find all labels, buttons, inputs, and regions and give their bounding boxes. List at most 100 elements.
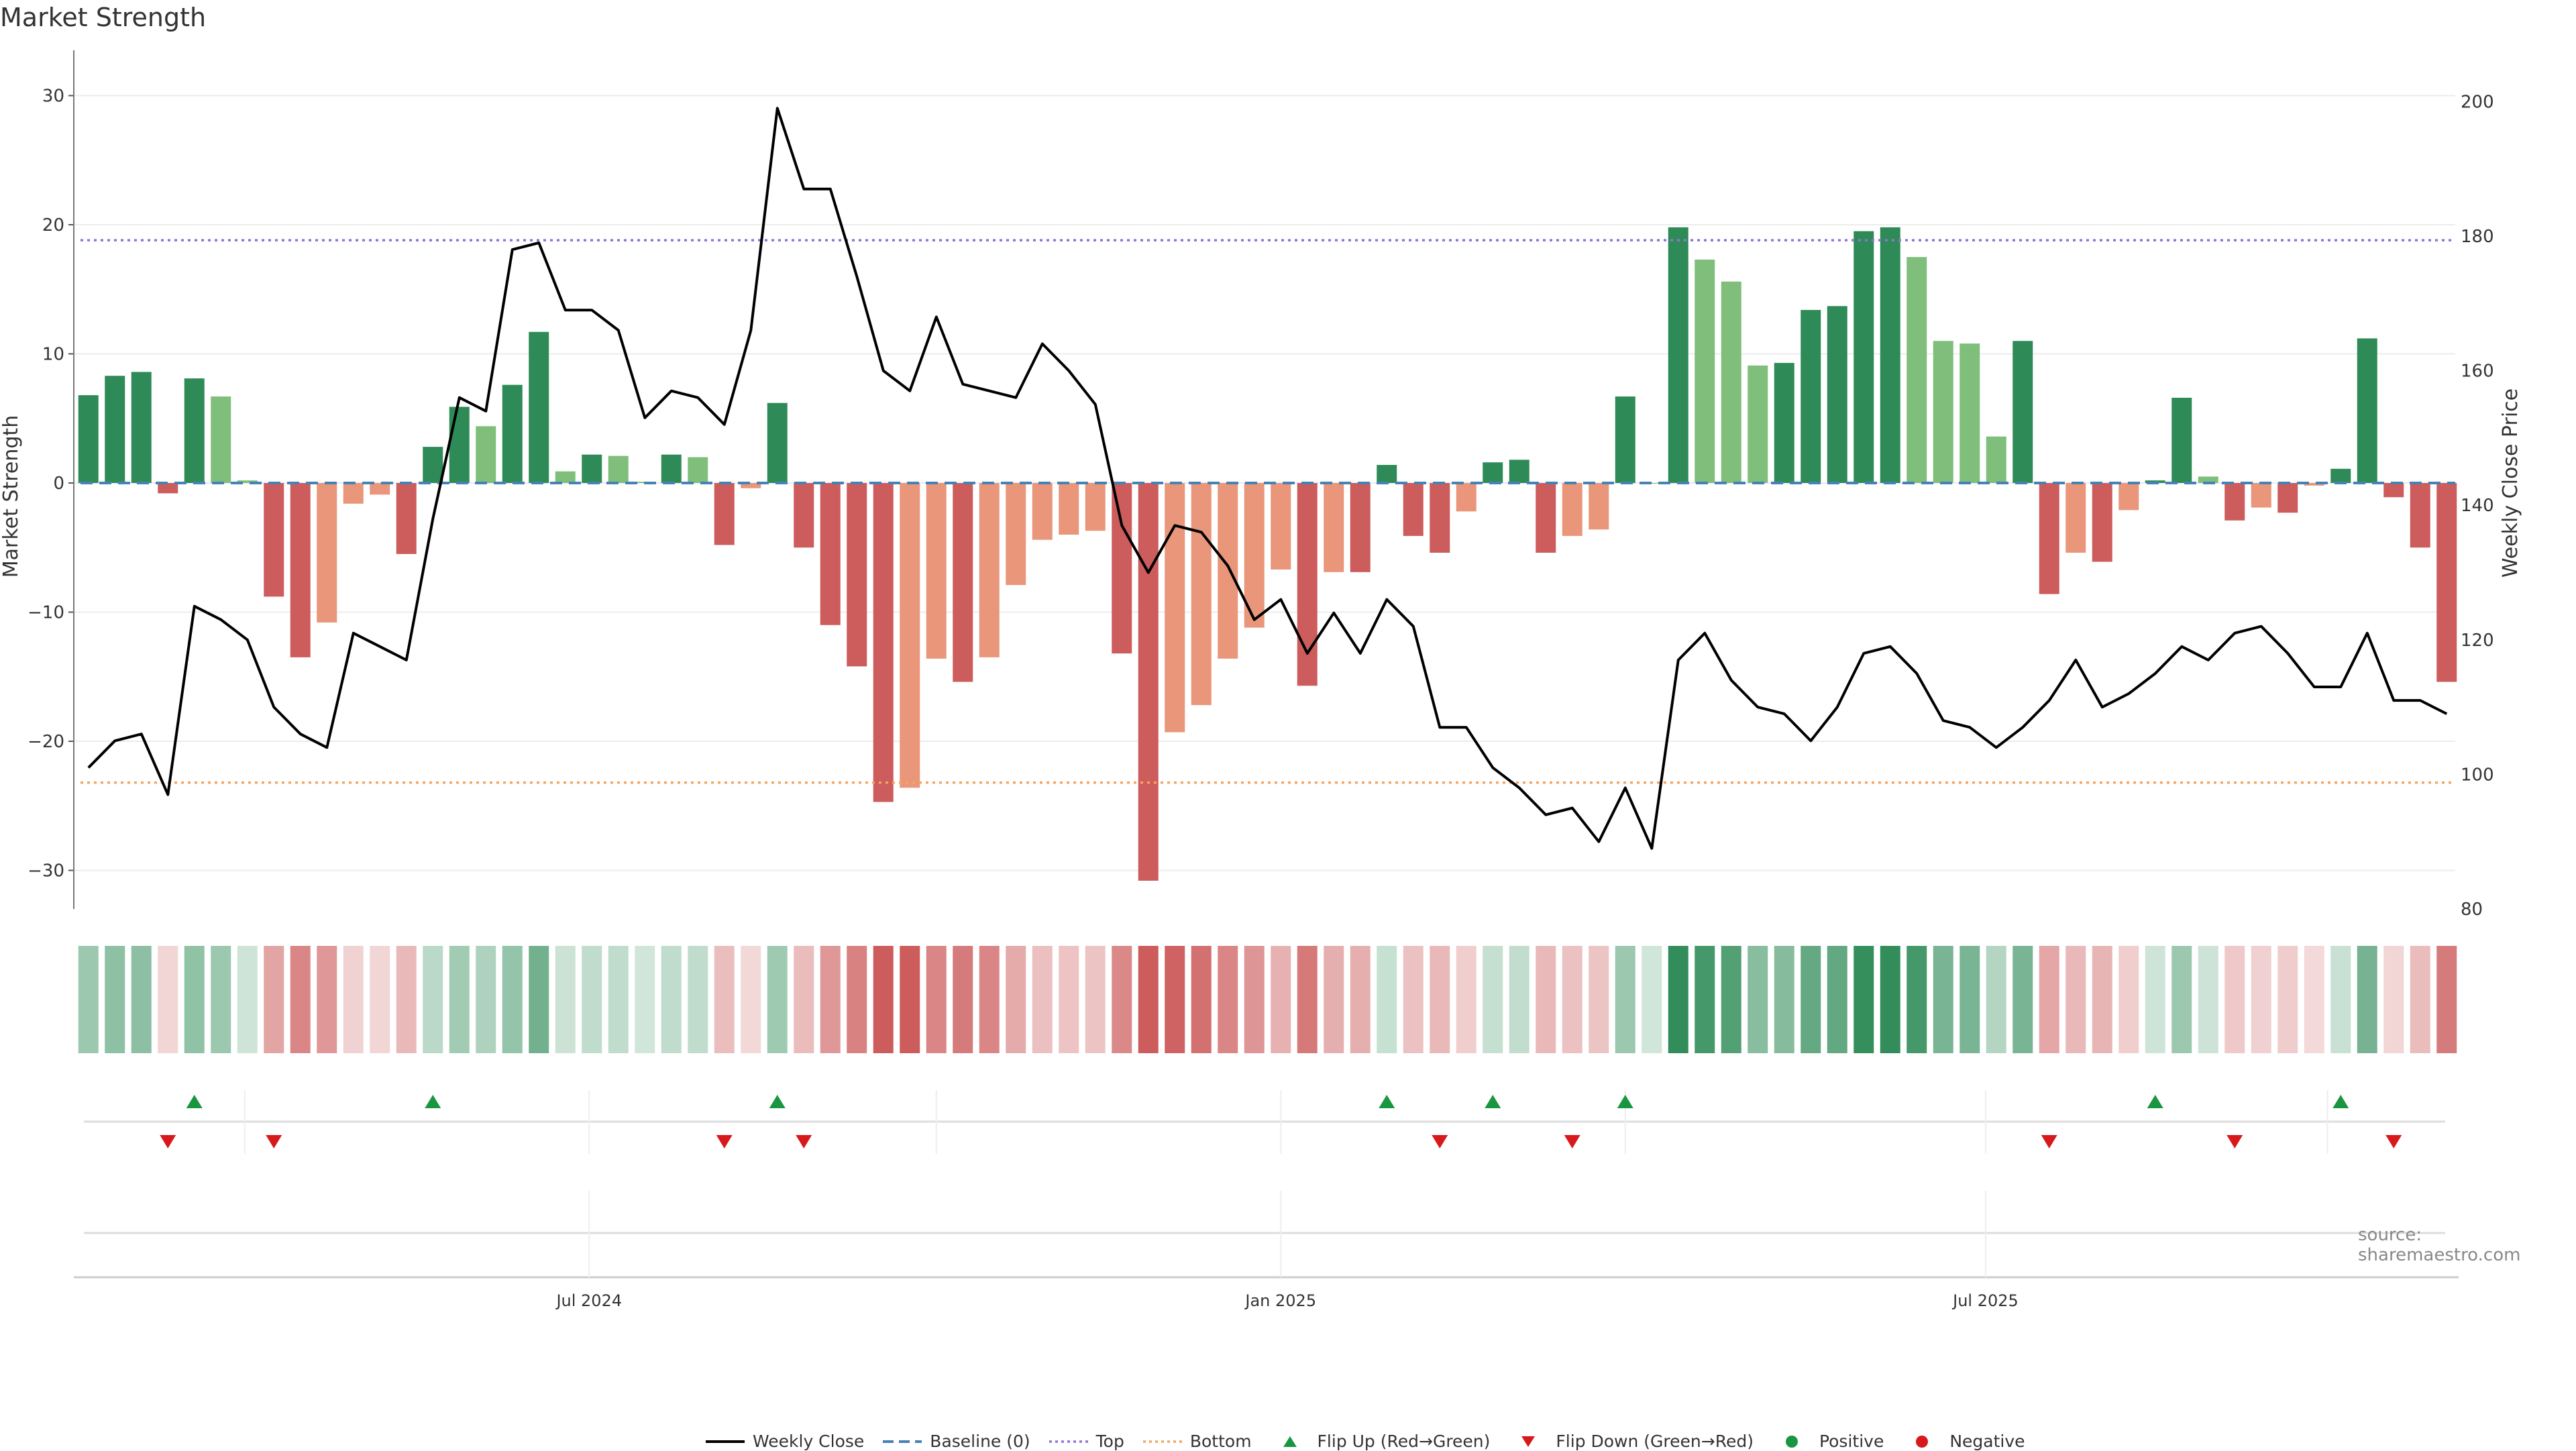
strength-bar-79: [2171, 397, 2192, 483]
legend-symbol-dotted-purple: [1049, 1440, 1088, 1443]
strength-bar-49: [1377, 465, 1397, 483]
chart-title: Market Strength: [0, 3, 207, 32]
heat-cell-83: [2277, 946, 2298, 1053]
heat-cell-59: [1642, 946, 1662, 1053]
strength-bar-75: [2065, 483, 2086, 553]
strength-bar-0: [78, 395, 99, 483]
heat-cell-18: [555, 946, 576, 1053]
heat-cell-67: [1854, 946, 1874, 1053]
heat-cell-0: [78, 946, 99, 1053]
heat-cell-21: [635, 946, 655, 1053]
ytick-label-0: 0: [53, 474, 64, 494]
weekly-close-line-group: [87, 107, 2448, 850]
heat-cell-50: [1403, 946, 1424, 1053]
strength-bar-83: [2277, 483, 2298, 513]
heat-cell-41: [1165, 946, 1185, 1053]
strength-bar-77: [2118, 483, 2139, 510]
y-axis-title: Market Strength: [0, 415, 23, 578]
heat-cell-54: [1509, 946, 1529, 1053]
heat-cell-53: [1483, 946, 1503, 1053]
heat-cell-29: [847, 946, 867, 1053]
legend-label-1: Baseline (0): [930, 1432, 1030, 1451]
reference-lines: [80, 239, 2455, 784]
flip-down-marker-8: [2385, 1135, 2402, 1148]
heat-cell-62: [1721, 946, 1741, 1053]
flip-up-marker-3: [1379, 1095, 1395, 1108]
strength-bar-5: [211, 396, 231, 483]
strength-bar-74: [2039, 483, 2059, 594]
flip-down-marker-2: [716, 1135, 733, 1148]
heat-cell-2: [131, 946, 152, 1053]
heat-cell-66: [1827, 946, 1847, 1053]
strength-bar-27: [794, 483, 814, 548]
strength-bar-19: [582, 454, 602, 483]
heat-cell-6: [237, 946, 258, 1053]
heat-cell-39: [1112, 946, 1132, 1053]
strength-bar-9: [317, 483, 337, 623]
strength-bar-42: [1191, 483, 1212, 706]
heat-cell-73: [2012, 946, 2033, 1053]
strength-bar-22: [661, 454, 682, 483]
heat-cell-60: [1668, 946, 1688, 1053]
strength-bar-62: [1721, 281, 1741, 483]
heat-cell-5: [211, 946, 231, 1053]
strength-bar-11: [370, 483, 390, 495]
ytick-label-30: 30: [42, 87, 64, 107]
xtick-label-2: Jul 2025: [1951, 1291, 2019, 1310]
strength-bar-84: [2304, 483, 2324, 486]
strength-bar-26: [767, 402, 788, 483]
weekly-close-line: [87, 107, 2448, 850]
heat-cell-37: [1059, 946, 1079, 1053]
heat-cell-17: [529, 946, 549, 1053]
strength-bar-70: [1933, 341, 1953, 483]
heat-cell-55: [1536, 946, 1556, 1053]
strength-bar-58: [1615, 396, 1635, 483]
legend: Weekly Close Baseline (0) Top Bottom Flip Up…: [704, 1432, 2043, 1451]
xtick-label-0: Jul 2024: [555, 1291, 622, 1310]
strength-bar-13: [423, 447, 443, 483]
heat-cell-3: [158, 946, 178, 1053]
y2tick-label-140: 140: [2461, 496, 2494, 516]
heat-cell-15: [476, 946, 496, 1053]
strength-bar-67: [1854, 231, 1874, 483]
heat-cell-82: [2251, 946, 2271, 1053]
legend-label-4: Flip Up (Red→Green): [1317, 1432, 1491, 1451]
strength-bar-71: [1960, 343, 1980, 483]
heat-cell-71: [1960, 946, 1980, 1053]
strength-bar-86: [2357, 338, 2377, 483]
heat-cell-19: [582, 946, 602, 1053]
heat-cell-30: [873, 946, 894, 1053]
ytick-label-20: 20: [42, 215, 64, 235]
strength-bar-68: [1880, 227, 1900, 483]
strength-bar-88: [2410, 483, 2430, 548]
strength-bar-12: [396, 483, 417, 554]
heat-cell-56: [1562, 946, 1582, 1053]
strength-bar-31: [900, 483, 920, 788]
legend-symbol-dashed: [883, 1440, 922, 1443]
legend-symbol-dot-red: [1916, 1435, 1929, 1448]
legend-item-1: Baseline (0): [881, 1432, 1030, 1451]
strength-bar-7: [264, 483, 284, 597]
strength-bar-39: [1112, 483, 1132, 654]
heat-cell-75: [2065, 946, 2086, 1053]
flip-up-marker-6: [2147, 1095, 2163, 1108]
strength-bar-8: [290, 483, 311, 657]
strength-bar-87: [2383, 483, 2404, 498]
strength-bar-16: [502, 384, 523, 483]
strength-bar-23: [688, 457, 708, 483]
heat-cell-86: [2357, 946, 2377, 1053]
heat-cell-70: [1933, 946, 1953, 1053]
heat-cell-27: [794, 946, 814, 1053]
legend-item-2: Top: [1048, 1432, 1124, 1451]
ytick-label--10: −10: [28, 603, 64, 623]
strength-bar-64: [1774, 362, 1794, 483]
heat-cell-4: [184, 946, 205, 1053]
heat-cell-85: [2330, 946, 2351, 1053]
heat-cell-74: [2039, 946, 2059, 1053]
heat-cell-9: [317, 946, 337, 1053]
strength-bar-55: [1536, 483, 1556, 553]
strength-bar-69: [1907, 257, 1927, 483]
ytick-label--30: −30: [28, 861, 64, 881]
flip-down-marker-3: [796, 1135, 812, 1148]
